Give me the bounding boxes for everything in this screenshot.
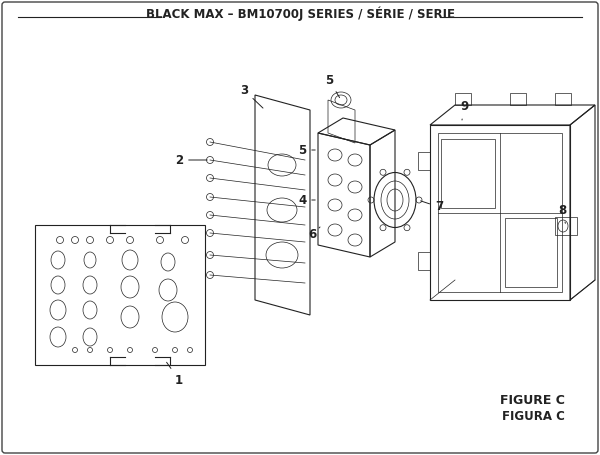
- Circle shape: [206, 272, 214, 278]
- Circle shape: [206, 252, 214, 258]
- Circle shape: [206, 229, 214, 237]
- Text: BLACK MAX – BM10700J SERIES / SÉRIE / SERIE: BLACK MAX – BM10700J SERIES / SÉRIE / SE…: [146, 7, 455, 21]
- Text: 7: 7: [421, 201, 443, 213]
- Circle shape: [206, 193, 214, 201]
- Text: 5: 5: [325, 74, 340, 98]
- Circle shape: [206, 212, 214, 218]
- Bar: [555, 217, 577, 235]
- Text: FIGURE C: FIGURE C: [500, 394, 565, 406]
- Circle shape: [206, 175, 214, 182]
- Text: 4: 4: [298, 193, 315, 207]
- Bar: [441, 139, 495, 208]
- Text: 6: 6: [308, 227, 320, 242]
- Text: 3: 3: [240, 84, 263, 108]
- Text: 9: 9: [460, 101, 468, 120]
- Circle shape: [206, 157, 214, 163]
- Text: 5: 5: [298, 143, 315, 157]
- Text: 8: 8: [558, 203, 566, 223]
- Bar: [505, 218, 557, 287]
- Text: FIGURA C: FIGURA C: [502, 410, 565, 424]
- Text: 1: 1: [167, 362, 183, 386]
- Text: 2: 2: [175, 153, 207, 167]
- Circle shape: [206, 138, 214, 146]
